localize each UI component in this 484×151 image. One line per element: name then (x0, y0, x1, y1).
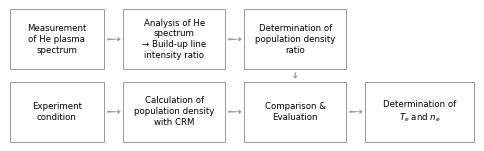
Text: Comparison &
Evaluation: Comparison & Evaluation (265, 102, 326, 122)
Text: Measurement
of He plasma
spectrum: Measurement of He plasma spectrum (27, 24, 87, 55)
FancyBboxPatch shape (10, 82, 104, 142)
Text: Determination of
$T_e$ and $n_e$: Determination of $T_e$ and $n_e$ (383, 100, 456, 124)
Text: Determination of
population density
ratio: Determination of population density rati… (255, 24, 335, 55)
FancyBboxPatch shape (365, 82, 474, 142)
Text: Analysis of He
spectrum
→ Build-up line
intensity ratio: Analysis of He spectrum → Build-up line … (142, 19, 206, 60)
Text: Experiment
condition: Experiment condition (32, 102, 82, 122)
FancyBboxPatch shape (244, 9, 346, 69)
FancyBboxPatch shape (244, 82, 346, 142)
FancyBboxPatch shape (123, 9, 225, 69)
Text: Calculation of
population density
with CRM: Calculation of population density with C… (134, 96, 214, 127)
FancyBboxPatch shape (123, 82, 225, 142)
FancyBboxPatch shape (10, 9, 104, 69)
